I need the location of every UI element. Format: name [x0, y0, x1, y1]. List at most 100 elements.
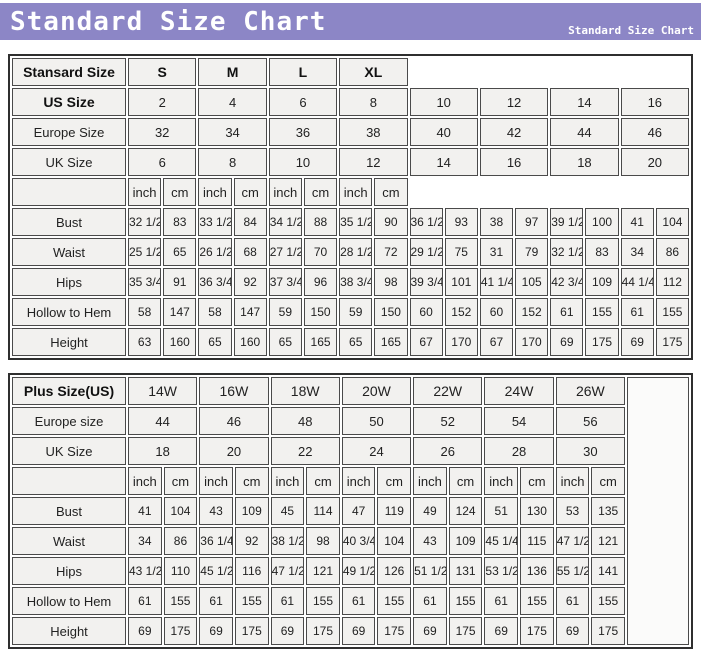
measure-value-cell: 34 — [128, 527, 162, 555]
measure-value-cell: 61 — [484, 587, 519, 615]
size-group-header: M — [198, 58, 267, 86]
measure-value-cell: 141 — [591, 557, 625, 585]
row-label: Hips — [12, 268, 126, 296]
measure-value-cell: 150 — [374, 298, 408, 326]
unit-header: inch — [128, 178, 162, 206]
measure-value-cell: 175 — [591, 617, 625, 645]
measure-value-cell: 40 3/4 — [341, 527, 376, 555]
unit-header: cm — [233, 178, 267, 206]
measure-value-cell: 61 — [620, 298, 654, 326]
measure-value-cell: 88 — [303, 208, 338, 236]
table-row: Europe Size 32 34 36 38 40 42 44 46 — [12, 118, 689, 146]
size-value-cell: 38 — [339, 118, 408, 146]
measure-value-cell: 121 — [591, 527, 625, 555]
size-group-header: 22W — [413, 377, 483, 405]
measure-value-cell: 147 — [233, 298, 267, 326]
measure-value-cell: 53 — [555, 497, 590, 525]
measure-value-cell: 130 — [520, 497, 554, 525]
measure-value-cell: 32 1/2 — [550, 238, 584, 266]
measure-value-cell: 93 — [444, 208, 478, 236]
size-value-cell: 24 — [341, 437, 412, 465]
measure-value-cell: 35 1/2 — [339, 208, 373, 236]
row-label: Bust — [12, 208, 126, 236]
measure-value-cell: 42 3/4 — [550, 268, 584, 296]
empty-cell — [627, 377, 689, 645]
measure-value-cell: 67 — [409, 328, 443, 356]
measure-value-cell: 104 — [655, 208, 689, 236]
size-group-header: 24W — [484, 377, 554, 405]
measure-value-cell: 101 — [444, 268, 478, 296]
size-value-cell: 16 — [620, 88, 689, 116]
measure-value-cell: 175 — [585, 328, 619, 356]
measure-value-cell: 109 — [234, 497, 269, 525]
measure-value-cell: 115 — [520, 527, 554, 555]
unit-row-spacer — [12, 467, 126, 495]
size-value-cell: 36 — [268, 118, 338, 146]
corner-label: Stansard Size — [12, 58, 126, 86]
measure-value-cell: 53 1/2 — [484, 557, 519, 585]
measure-value-cell: 175 — [520, 617, 554, 645]
measure-value-cell: 29 1/2 — [409, 238, 443, 266]
row-label: Hollow to Hem — [12, 587, 126, 615]
measure-value-cell: 150 — [303, 298, 338, 326]
table-row: Hollow to Hem 58 147 58 147 59 150 59 150 60 152 60… — [12, 298, 689, 326]
measure-value-cell: 55 1/2 — [555, 557, 590, 585]
measure-value-cell: 44 1/4 — [620, 268, 654, 296]
unit-header: cm — [234, 467, 269, 495]
measure-value-cell: 26 1/2 — [198, 238, 232, 266]
size-group-header: 16W — [199, 377, 269, 405]
measure-value-cell: 65 — [268, 328, 302, 356]
size-value-cell: 14 — [409, 148, 478, 176]
table-row: Waist 34 86 36 1/4 92 38 1/2 98 40 3/4 104 43 109 4… — [12, 527, 689, 555]
measure-value-cell: 112 — [655, 268, 689, 296]
standard-size-table: Stansard Size S M L XL US Size 2 4 6 8 10 12 14 16 Eur… — [8, 54, 693, 360]
unit-header: inch — [199, 467, 233, 495]
measure-value-cell: 34 — [620, 238, 654, 266]
measure-value-cell: 109 — [448, 527, 483, 555]
unit-header: cm — [520, 467, 554, 495]
size-group-header: S — [128, 58, 197, 86]
measure-value-cell: 61 — [413, 587, 447, 615]
measure-value-cell: 35 3/4 — [128, 268, 162, 296]
measure-value-cell: 116 — [234, 557, 269, 585]
measure-value-cell: 67 — [479, 328, 514, 356]
size-value-cell: 50 — [341, 407, 412, 435]
size-value-cell: 6 — [128, 148, 197, 176]
measure-value-cell: 43 1/2 — [128, 557, 162, 585]
measure-value-cell: 175 — [163, 617, 198, 645]
measure-value-cell: 69 — [413, 617, 447, 645]
measure-value-cell: 38 1/2 — [270, 527, 305, 555]
measure-value-cell: 65 — [339, 328, 373, 356]
unit-header: cm — [306, 467, 340, 495]
measure-value-cell: 60 — [479, 298, 514, 326]
size-value-cell: 56 — [555, 407, 625, 435]
size-value-cell: 46 — [199, 407, 269, 435]
measure-value-cell: 49 1/2 — [341, 557, 376, 585]
row-label: UK Size — [12, 148, 126, 176]
size-group-header: XL — [339, 58, 408, 86]
table-row: Plus Size(US) 14W 16W 18W 20W 22W 24W 26W — [12, 377, 689, 645]
size-value-cell: 42 — [479, 118, 549, 146]
measure-value-cell: 41 — [128, 497, 162, 525]
unit-header: cm — [303, 178, 338, 206]
measure-value-cell: 61 — [555, 587, 590, 615]
unit-header: inch — [413, 467, 447, 495]
plus-size-table: Plus Size(US) 14W 16W 18W 20W 22W 24W 26W Europe… — [8, 373, 693, 649]
measure-value-cell: 155 — [448, 587, 483, 615]
size-value-cell: 52 — [413, 407, 483, 435]
measure-value-cell: 100 — [585, 208, 619, 236]
unit-header: cm — [448, 467, 483, 495]
size-value-cell: 20 — [199, 437, 269, 465]
measure-value-cell: 59 — [339, 298, 373, 326]
measure-value-cell: 28 1/2 — [339, 238, 373, 266]
measure-value-cell: 61 — [199, 587, 233, 615]
measure-value-cell: 91 — [163, 268, 197, 296]
measure-value-cell: 98 — [306, 527, 340, 555]
measure-value-cell: 59 — [268, 298, 302, 326]
measure-value-cell: 121 — [306, 557, 340, 585]
size-value-cell: 54 — [484, 407, 554, 435]
size-value-cell: 14 — [550, 88, 619, 116]
size-value-cell: 26 — [413, 437, 483, 465]
measure-value-cell: 165 — [374, 328, 408, 356]
measure-value-cell: 152 — [515, 298, 549, 326]
